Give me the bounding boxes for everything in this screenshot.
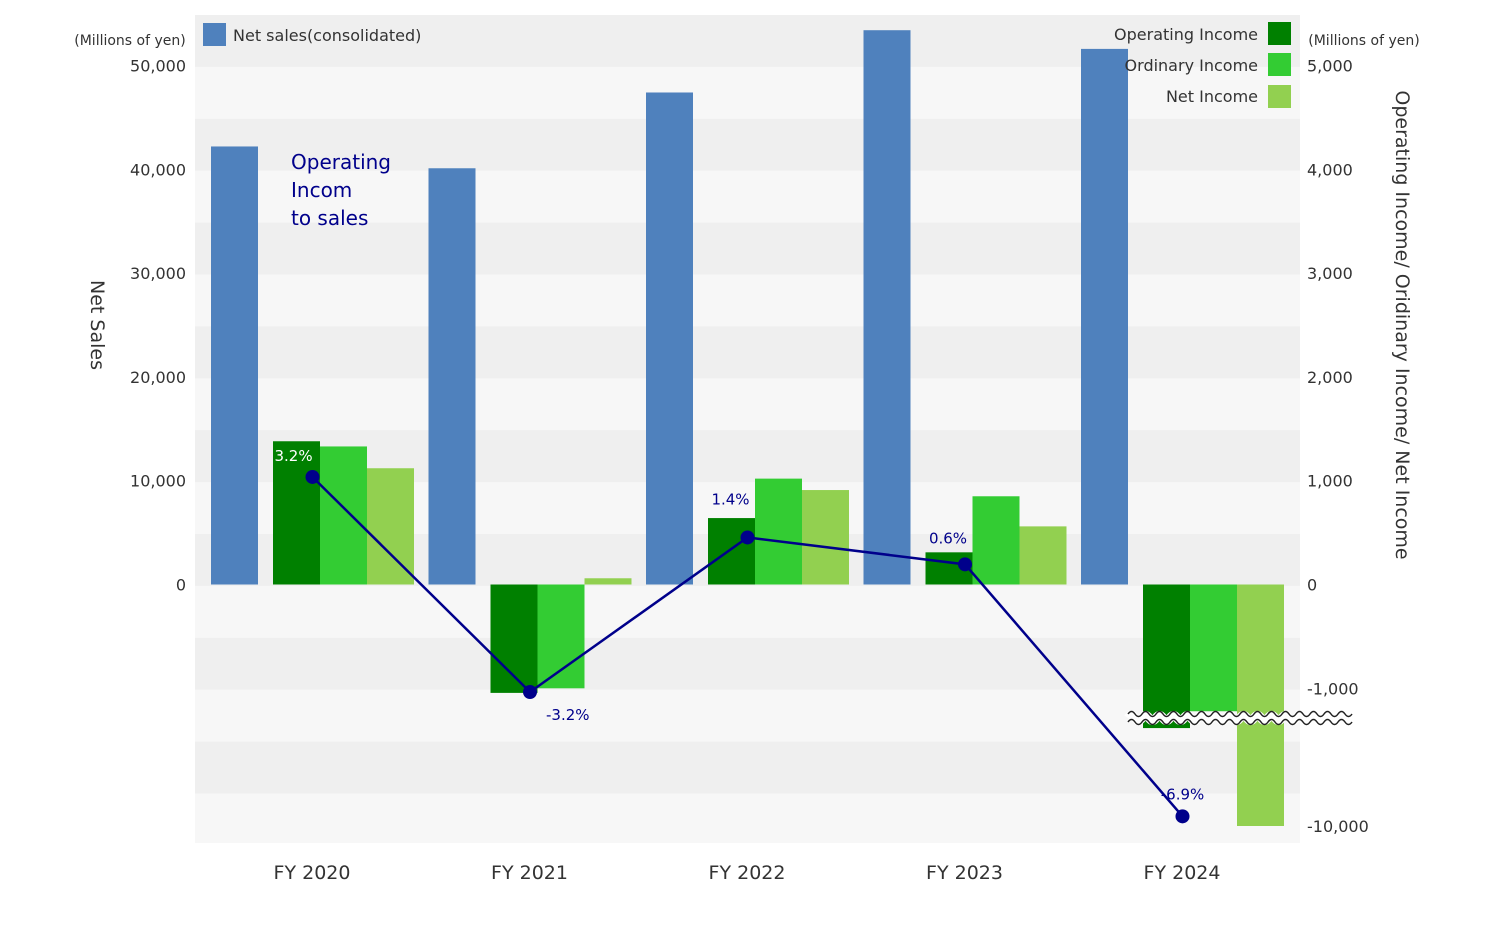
legend-swatch-net-income <box>1268 85 1291 108</box>
left-axis-unit: (Millions of yen) <box>74 33 185 49</box>
bar-operating-income-fy-2020 <box>273 441 320 585</box>
legend-label-net-income: Net Income <box>1166 87 1258 106</box>
legend-swatch-ordinary-income <box>1268 53 1291 76</box>
ratio-point-fy-2023 <box>958 557 972 572</box>
bar-ordinary-income-fy-2021 <box>537 584 585 689</box>
category-fy-2023: FY 2023 <box>926 862 1003 884</box>
legend-swatch-net-sales <box>203 23 226 46</box>
left-axis-ticks: 50,000 40,000 30,000 20,000 10,000 0 <box>130 57 186 595</box>
left-tick-50-000: 50,000 <box>130 57 186 76</box>
right-tick-10-000: -10,000 <box>1307 817 1369 836</box>
right-axis-unit: (Millions of yen) <box>1308 33 1419 49</box>
bar-net-sales-consolidated-fy-2020 <box>211 146 258 585</box>
ratio-annotation-line-2: Incom <box>291 178 352 202</box>
ratio-label-fy-2023: 0.6% <box>929 529 967 547</box>
grid-band <box>195 326 1300 379</box>
category-fy-2021: FY 2021 <box>491 862 568 884</box>
bar-net-income-fy-2020 <box>367 468 414 585</box>
axis-break-line-upper <box>1127 710 1353 718</box>
ratio-label-fy-2022: 1.4% <box>711 490 749 508</box>
grid-band <box>195 637 1300 690</box>
right-tick-1-000: -1,000 <box>1307 679 1359 698</box>
left-tick-30-000: 30,000 <box>130 264 186 283</box>
left-tick-20-000: 20,000 <box>130 368 186 387</box>
right-tick-3-000: 3,000 <box>1307 264 1353 283</box>
bar-ordinary-income-fy-2020 <box>320 446 367 585</box>
right-tick-0: 0 <box>1307 576 1317 595</box>
ratio-label-fy-2021: -3.2% <box>546 706 590 724</box>
ratio-annotation-line-3: to sales <box>291 206 368 230</box>
ratio-annotation: Operating Incom to sales <box>291 150 391 230</box>
bar-ordinary-income-fy-2022 <box>755 478 802 585</box>
axis-break-mask <box>1124 711 1356 725</box>
right-axis-title: Operating Income/ Oridinary Income/ Net … <box>1391 90 1413 559</box>
ratio-point-fy-2022 <box>740 530 755 545</box>
ratio-label-fy-2024: -6.9% <box>1161 785 1205 803</box>
ratio-line: 3.2% -3.2% 1.4% 0.6% -6.9% <box>275 447 1205 824</box>
right-tick-4-000: 4,000 <box>1307 160 1353 179</box>
category-labels: FY 2020 FY 2021 FY 2022 FY 2023 FY 2024 <box>274 862 1221 884</box>
ratio-point-fy-2021 <box>523 685 537 700</box>
left-tick-0: 0 <box>176 576 186 595</box>
bar-operating-income-fy-2024 <box>1143 584 1190 729</box>
category-fy-2022: FY 2022 <box>709 862 786 884</box>
bar-net-income-fy-2022 <box>802 490 849 585</box>
ratio-annotation-line-1: Operating <box>291 150 391 174</box>
legend: Net sales(consolidated) Operating Income… <box>203 22 1291 108</box>
right-axis-ticks: 5,000 4,000 3,000 2,000 1,000 0 -1,000 -10,000 <box>1307 57 1369 837</box>
bar-net-sales-consolidated-fy-2022 <box>646 92 693 585</box>
right-tick-1-000: 1,000 <box>1307 472 1353 491</box>
ratio-label-fy-2020: 3.2% <box>275 447 313 465</box>
ratio-point-fy-2020 <box>305 469 320 484</box>
left-axis-title: Net Sales <box>86 280 108 370</box>
bar-net-sales-consolidated-fy-2021 <box>428 168 476 585</box>
bar-ordinary-income-fy-2023 <box>972 496 1020 585</box>
bar-net-sales-consolidated-fy-2024 <box>1081 48 1128 585</box>
bar-net-income-fy-2023 <box>1019 526 1067 585</box>
right-tick-2-000: 2,000 <box>1307 368 1353 387</box>
bar-ordinary-income-fy-2024 <box>1190 584 1237 712</box>
legend-label-net-sales: Net sales(consolidated) <box>233 26 421 45</box>
bar-net-income-fy-2021 <box>584 578 632 585</box>
ratio-point-fy-2024 <box>1175 809 1190 824</box>
grid-band <box>195 741 1300 794</box>
bar-operating-income-fy-2022 <box>708 518 755 585</box>
legend-label-operating-income: Operating Income <box>1114 25 1258 44</box>
bar-net-income-fy-2024 <box>1237 584 1284 826</box>
grid-band <box>195 222 1300 275</box>
right-tick-5-000: 5,000 <box>1307 57 1353 76</box>
bar-net-sales-consolidated-fy-2023 <box>863 30 911 585</box>
legend-swatch-operating-income <box>1268 22 1291 45</box>
category-fy-2024: FY 2024 <box>1144 862 1221 884</box>
bars <box>211 30 1284 826</box>
legend-label-ordinary-income: Ordinary Income <box>1125 56 1258 75</box>
left-tick-10-000: 10,000 <box>130 472 186 491</box>
category-fy-2020: FY 2020 <box>274 862 351 884</box>
axis-break-line-lower <box>1127 718 1353 726</box>
axis-breaks <box>1124 710 1356 726</box>
left-tick-40-000: 40,000 <box>130 160 186 179</box>
